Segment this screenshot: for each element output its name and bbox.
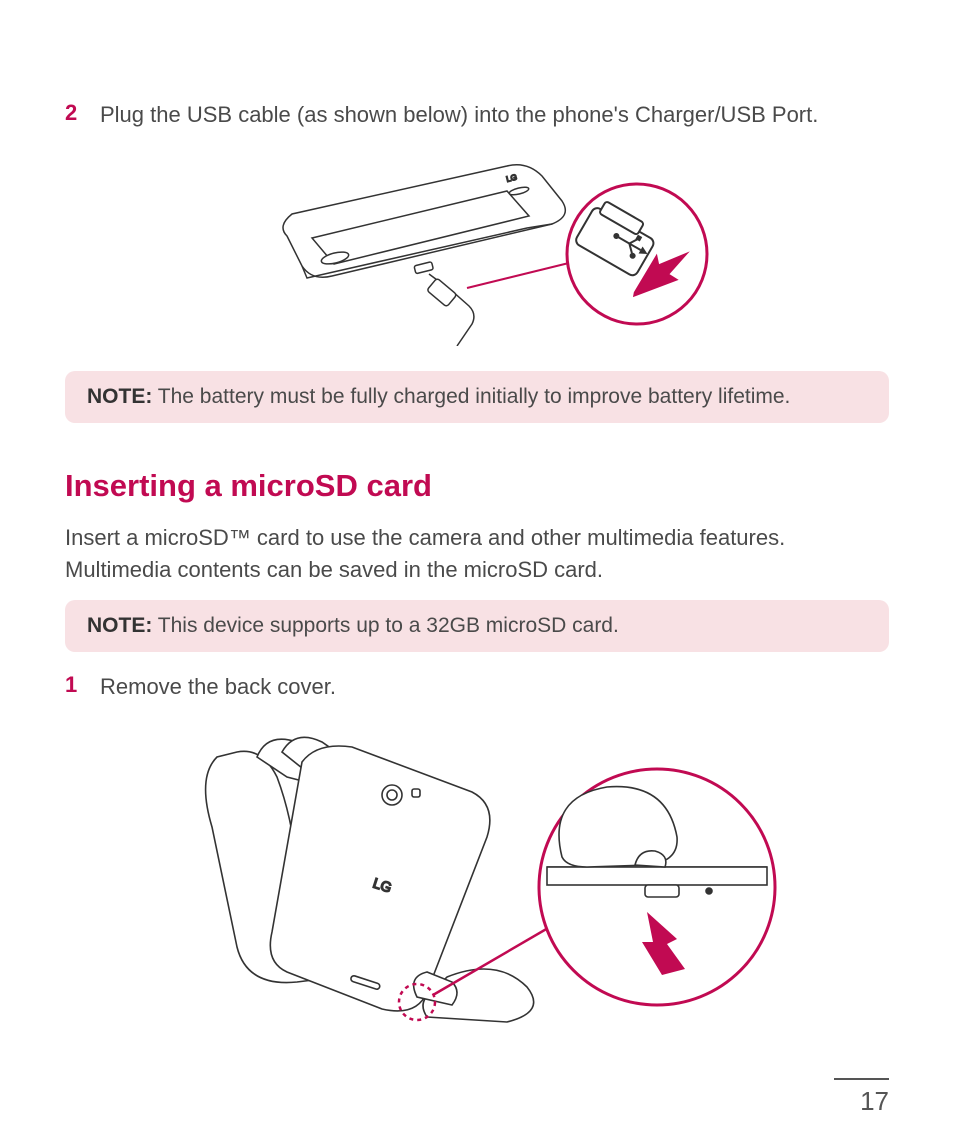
back-cover-illustration-icon: LG [167,717,787,1027]
step-1-number: 1 [65,672,100,698]
step-2-number: 2 [65,100,100,126]
note-battery: NOTE: The battery must be fully charged … [65,371,889,423]
step-1-text: Remove the back cover. [100,672,336,703]
note-label: NOTE: [87,385,152,408]
figure-usb-cable: LG [65,146,889,351]
usb-cable-illustration-icon: LG [217,146,737,346]
note-text: This device supports up to a 32GB microS… [152,614,619,637]
section-heading-microsd: Inserting a microSD card [65,468,889,504]
note-text: The battery must be fully charged initia… [152,385,790,408]
step-2: 2 Plug the USB cable (as shown below) in… [65,100,889,131]
note-32gb: NOTE: This device supports up to a 32GB … [65,600,889,652]
step-1: 1 Remove the back cover. [65,672,889,703]
page-number: 17 [834,1078,889,1117]
figure-back-cover: LG [65,717,889,1032]
note-label: NOTE: [87,614,152,637]
section-paragraph: Insert a microSD™ card to use the camera… [65,522,889,586]
manual-page: 2 Plug the USB cable (as shown below) in… [0,0,954,1145]
step-2-text: Plug the USB cable (as shown below) into… [100,100,818,131]
